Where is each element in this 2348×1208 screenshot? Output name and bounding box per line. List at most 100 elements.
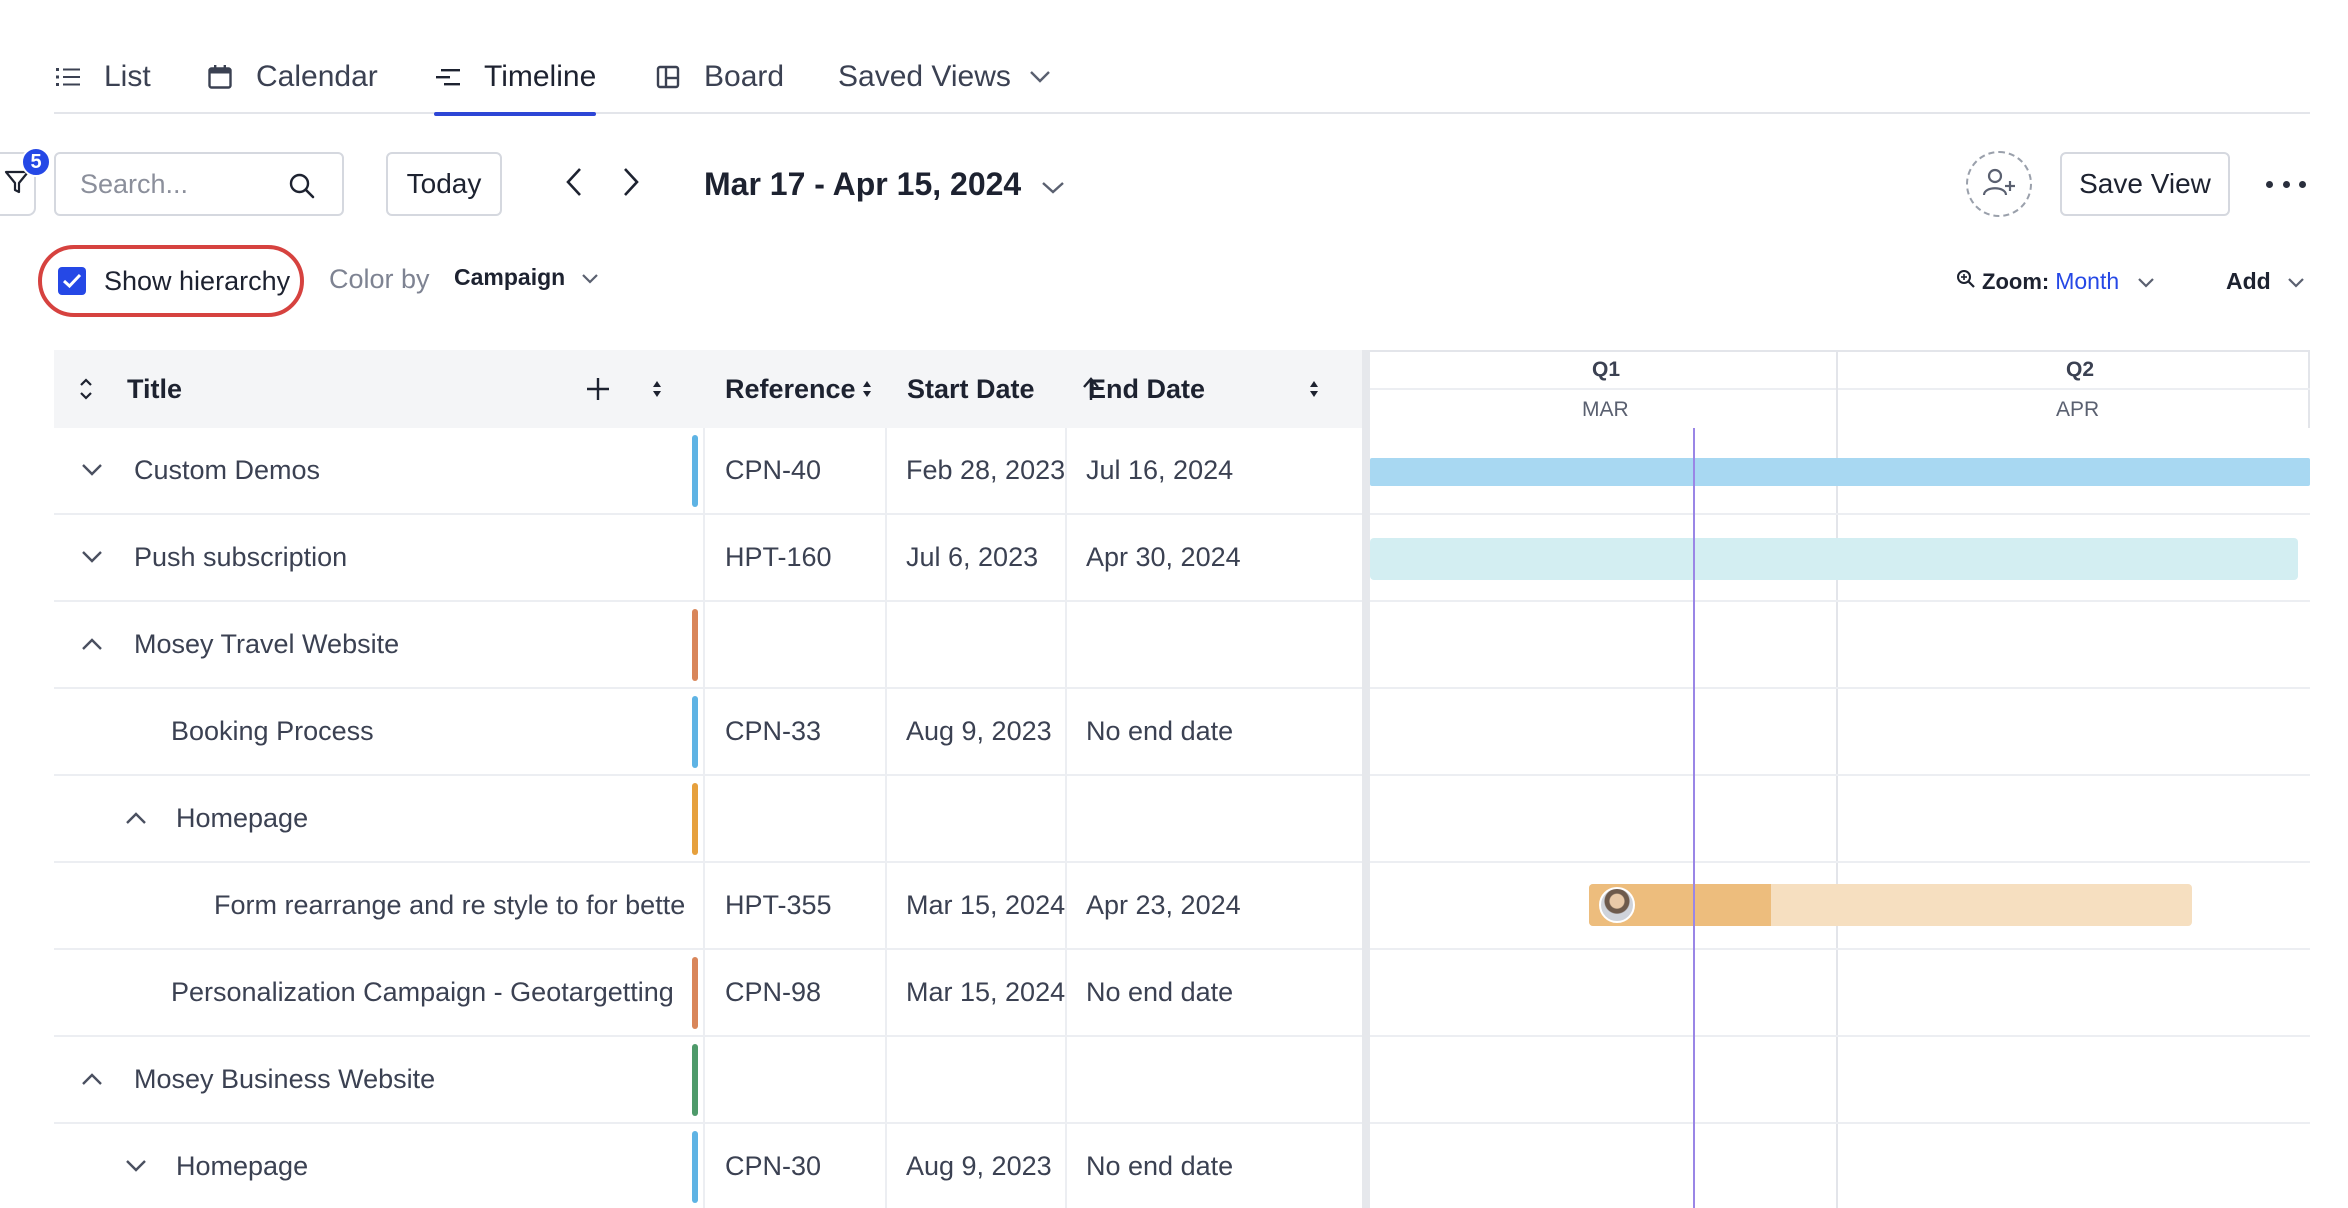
row-end-date[interactable]: Apr 23, 2024 bbox=[1086, 890, 1241, 920]
more-dot-icon bbox=[2282, 180, 2290, 188]
plus-icon bbox=[587, 378, 609, 400]
table-row[interactable]: Homepage CPN-30 Aug 9, 2023 No end date bbox=[54, 1124, 1368, 1208]
tab-timeline[interactable]: Timeline bbox=[434, 40, 597, 116]
row-start-date[interactable]: Mar 15, 2024 bbox=[906, 890, 1066, 920]
row-title[interactable]: Booking Process bbox=[171, 716, 374, 746]
search-icon[interactable] bbox=[288, 172, 316, 205]
start-date-sort-asc[interactable] bbox=[1082, 350, 1100, 428]
timeline-row-divider bbox=[1370, 1122, 2310, 1124]
zoom-label: Zoom: bbox=[1982, 268, 2050, 294]
row-end-date[interactable]: No end date bbox=[1086, 1151, 1234, 1181]
row-title[interactable]: Form rearrange and re style to for bette bbox=[214, 890, 684, 920]
add-column-button[interactable] bbox=[585, 350, 611, 428]
timeline-row-divider bbox=[1370, 948, 2310, 950]
chevron-left-icon bbox=[565, 167, 583, 202]
tab-list[interactable]: List bbox=[54, 40, 151, 114]
chevron-up-icon[interactable] bbox=[78, 1065, 106, 1093]
row-start-date[interactable]: Jul 6, 2023 bbox=[906, 542, 1039, 572]
row-reference[interactable]: CPN-40 bbox=[725, 455, 822, 485]
column-separator bbox=[1065, 428, 1067, 1208]
save-view-button[interactable]: Save View bbox=[2060, 152, 2230, 216]
table-row[interactable]: Custom Demos CPN-40 Feb 28, 2023 Jul 16, 20… bbox=[54, 428, 1368, 515]
collapse-all-button[interactable] bbox=[78, 350, 94, 428]
timeline-bar-push-subscription[interactable] bbox=[1370, 538, 2298, 580]
title-sort-button[interactable] bbox=[651, 350, 663, 428]
row-start-date[interactable]: Aug 9, 2023 bbox=[906, 716, 1052, 746]
more-dot-icon bbox=[2266, 180, 2273, 188]
row-start-date[interactable]: Mar 15, 2024 bbox=[906, 977, 1066, 1007]
timeline-header: Q1 Q2 MAR APR bbox=[1370, 350, 2310, 428]
row-title[interactable]: Push subscription bbox=[134, 542, 348, 572]
chevron-down-icon[interactable] bbox=[78, 543, 106, 571]
previous-range-button[interactable] bbox=[559, 164, 589, 204]
next-range-button[interactable] bbox=[616, 164, 646, 204]
row-title[interactable]: Custom Demos bbox=[134, 455, 321, 485]
row-reference[interactable]: HPT-160 bbox=[725, 542, 832, 572]
campaign-color-bar bbox=[692, 1044, 698, 1116]
row-reference[interactable]: HPT-355 bbox=[725, 890, 832, 920]
column-header-end-date[interactable]: End Date bbox=[1088, 373, 1206, 404]
tab-calendar[interactable]: Calendar bbox=[206, 40, 378, 114]
month-label: MAR bbox=[1582, 398, 1629, 421]
row-start-date[interactable] bbox=[906, 1037, 1084, 1122]
add-label: Add bbox=[2226, 268, 2271, 294]
row-title[interactable]: Mosey Business Website bbox=[134, 1064, 436, 1094]
column-header-start-date[interactable]: Start Date bbox=[907, 373, 1035, 404]
row-start-date[interactable]: Aug 9, 2023 bbox=[906, 1151, 1052, 1181]
row-reference[interactable]: CPN-98 bbox=[725, 977, 822, 1007]
row-start-date[interactable] bbox=[906, 602, 1084, 687]
more-options-button[interactable] bbox=[2266, 170, 2306, 198]
search-box bbox=[54, 152, 344, 216]
show-hierarchy-checkbox[interactable] bbox=[58, 267, 86, 295]
show-hierarchy-toggle[interactable]: Show hierarchy bbox=[38, 245, 304, 317]
row-title[interactable]: Homepage bbox=[176, 803, 309, 833]
chevron-up-icon[interactable] bbox=[122, 804, 150, 832]
tab-saved-views-label: Saved Views bbox=[838, 60, 1011, 93]
timeline-bar-custom-demos[interactable] bbox=[1370, 458, 2310, 486]
search-input[interactable] bbox=[80, 168, 280, 200]
table-row[interactable]: Mosey Travel Website bbox=[54, 602, 1368, 689]
chevron-up-icon[interactable] bbox=[78, 630, 106, 658]
chevron-down-icon[interactable] bbox=[78, 456, 106, 484]
reference-sort-button[interactable] bbox=[861, 350, 873, 428]
date-range-picker[interactable]: Mar 17 - Apr 15, 2024 bbox=[704, 158, 1065, 210]
row-title[interactable]: Mosey Travel Website bbox=[134, 629, 400, 659]
row-end-date[interactable]: No end date bbox=[1086, 977, 1234, 1007]
table-row[interactable]: Form rearrange and re style to for bette… bbox=[54, 863, 1368, 950]
zoom-dropdown[interactable]: Zoom: Month bbox=[1956, 268, 2155, 295]
table-row[interactable]: Homepage bbox=[54, 776, 1368, 863]
tab-board[interactable]: Board bbox=[654, 40, 784, 114]
row-title[interactable]: Personalization Campaign - Geotargetting bbox=[171, 977, 674, 1007]
timeline-bar-form-rearrange[interactable] bbox=[1589, 884, 2192, 926]
tab-calendar-label: Calendar bbox=[256, 60, 378, 93]
add-dropdown[interactable]: Add bbox=[2226, 268, 2305, 295]
table-row[interactable]: Booking Process CPN-33 Aug 9, 2023 No end d… bbox=[54, 689, 1368, 776]
chevron-down-icon bbox=[1041, 166, 1065, 203]
chevron-down-icon[interactable] bbox=[122, 1152, 150, 1180]
column-header-reference[interactable]: Reference bbox=[725, 373, 856, 404]
timeline-splitter[interactable] bbox=[1362, 350, 1370, 1208]
table-row[interactable]: Mosey Business Website bbox=[54, 1037, 1368, 1124]
avatar[interactable] bbox=[1599, 887, 1635, 923]
row-reference[interactable]: CPN-33 bbox=[725, 716, 822, 746]
end-date-sort-button[interactable] bbox=[1308, 350, 1320, 428]
arrow-up-icon bbox=[1083, 377, 1099, 400]
table-row[interactable]: Push subscription HPT-160 Jul 6, 2023 Apr 3… bbox=[54, 515, 1368, 602]
chevron-down-icon bbox=[2287, 268, 2305, 295]
add-person-icon bbox=[1982, 167, 2016, 202]
tab-saved-views[interactable]: Saved Views bbox=[838, 40, 1051, 114]
color-by-dropdown[interactable]: Campaign bbox=[454, 264, 599, 291]
row-start-date[interactable] bbox=[906, 776, 1084, 861]
add-person-button[interactable] bbox=[1966, 151, 2032, 217]
row-end-date[interactable]: Apr 30, 2024 bbox=[1086, 542, 1241, 572]
calendar-icon bbox=[206, 63, 234, 91]
row-start-date[interactable]: Feb 28, 2023 bbox=[906, 455, 1066, 485]
row-end-date[interactable]: Jul 16, 2024 bbox=[1086, 455, 1234, 485]
row-title[interactable]: Homepage bbox=[176, 1151, 309, 1181]
today-button[interactable]: Today bbox=[386, 152, 502, 216]
table-row[interactable]: Personalization Campaign - Geotargetting… bbox=[54, 950, 1368, 1037]
column-header-title[interactable]: Title bbox=[127, 373, 183, 404]
color-by-label: Color by bbox=[329, 264, 430, 294]
row-end-date[interactable]: No end date bbox=[1086, 716, 1234, 746]
row-reference[interactable]: CPN-30 bbox=[725, 1151, 822, 1181]
